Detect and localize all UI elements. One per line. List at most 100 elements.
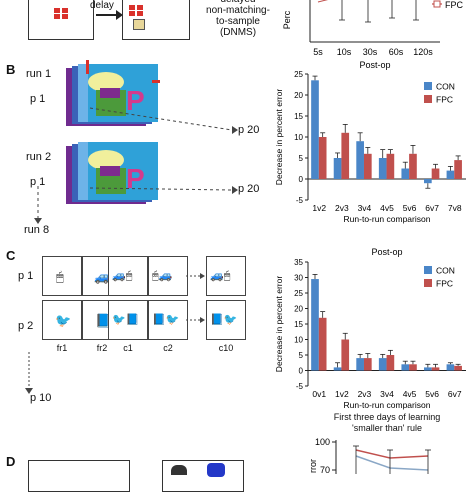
- chart-a-xlabel: Post-op: [359, 60, 390, 70]
- chart1-bar-fpc-4: [409, 153, 417, 179]
- chart2-xtick-label-3: 3v4: [380, 389, 394, 399]
- run-dashed-arrows: [37, 107, 233, 218]
- sample-screen-box: [28, 0, 94, 40]
- chart-a-xtick-0: 5s: [313, 47, 323, 57]
- bird-object-icon: 🐦: [55, 313, 72, 328]
- chart2-ytick-label-6: 25: [294, 289, 303, 298]
- chart-a-legend: FPC: [432, 0, 464, 10]
- delay-arrow-head-icon: [116, 10, 123, 20]
- chart-d-fragment: 100 70 rror: [310, 437, 431, 474]
- chart1-ytick-label-3: 10: [294, 133, 303, 142]
- chart-a-xtick-2: 30s: [363, 47, 378, 57]
- p1-frame-c2: 🖱🚙: [148, 256, 188, 296]
- chart-a-fragment: Perc FPC 5s 10s 30s 60s 120s Post-op: [282, 0, 464, 70]
- chart2-xtick-label-0: 0v1: [312, 389, 326, 399]
- hat-object-icon: [171, 465, 187, 475]
- mouse-car-choice-icon: 🖱🚙: [152, 270, 173, 282]
- chart2-legend-con: CON: [436, 266, 455, 276]
- chart2-ytick-label-5: 20: [294, 305, 303, 314]
- chart-d-ytick-70-label: 70: [320, 465, 330, 474]
- d-title: First three days of learning 'smaller th…: [300, 412, 474, 434]
- chart-a-xtick-4: 120s: [413, 47, 433, 57]
- p1-frame-fr1: 🖱: [42, 256, 82, 296]
- chart2-bar-fpc-5: [431, 367, 440, 371]
- d-title-line1: First three days of learning: [333, 412, 441, 422]
- task-name: delayed non-matching- to-sample (DNMS): [198, 0, 278, 38]
- p2-frame-c2: 📘🐦: [148, 300, 188, 340]
- run1-scene-stack: P: [66, 60, 160, 126]
- chart1-xtick-label-1: 2v3: [335, 203, 349, 213]
- frame-label-fr1: fr1: [56, 343, 68, 353]
- chart-a-errorbars: [339, 0, 419, 23]
- task-name-line4: (DNMS): [219, 27, 257, 38]
- chart2-legend-swatch-con: [424, 266, 432, 274]
- c-p1-label: p 1: [18, 270, 34, 282]
- chart2-ytick-label-1: 0: [299, 367, 304, 376]
- chart1-bar-fpc-3: [386, 153, 395, 179]
- panel-d-letter: D: [6, 454, 16, 469]
- run2-scene-stack: P: [66, 142, 158, 204]
- chart1-legend-fpc: FPC: [436, 95, 453, 105]
- run-arrowheads: [34, 126, 238, 224]
- blue-object-icon: [207, 463, 225, 477]
- chart-a-xtick-1: 10s: [337, 47, 352, 57]
- car-mouse-choice-icon-c10: 🚙🖱: [210, 270, 231, 282]
- chart1-bar-fpc-5: [431, 168, 440, 179]
- chart2-bar-fpc-3: [386, 355, 395, 371]
- chart2-ylabel: Decrease in percent error: [274, 276, 284, 373]
- chart1-bar-fpc-1: [341, 132, 350, 179]
- chart1-xtick-label-4: 5v6: [403, 203, 417, 213]
- chart2-xtick-label-6: 6v7: [448, 389, 462, 399]
- run8-label: run 8: [24, 224, 50, 236]
- frame-label-c10: c10: [218, 343, 234, 353]
- chart2-bar-fpc-6: [454, 365, 462, 371]
- chart2-ytick-label-7: 30: [294, 274, 303, 283]
- d-title-line2: 'smaller than' rule: [352, 423, 422, 433]
- chart-a-ylabel: Perc: [282, 10, 292, 29]
- chart2-xtick-label-2: 2v3: [358, 389, 372, 399]
- p1a-label: p 1: [30, 93, 46, 105]
- chart2-ytick-label-3: 10: [294, 336, 303, 345]
- note-bird-choice-icon-c10: 📘🐦: [210, 314, 238, 326]
- chart1-ytick-label-2: 5: [299, 154, 304, 163]
- p2-frame-c10: 📘🐦: [206, 300, 246, 340]
- d-right-box: [162, 460, 244, 492]
- chart2-xtick-label-5: 5v6: [425, 389, 439, 399]
- chart-c-postop-comparison: Post-op -5 0 5 10 15 20 25 30 35 Decrease in perce…: [274, 247, 466, 410]
- chart2-bar-con-6: [446, 364, 455, 371]
- chart2-bar-con-4: [401, 364, 410, 371]
- chart2-xlabel: Run-to-run comparison: [344, 400, 431, 410]
- p2-dots: [186, 317, 205, 323]
- chart1-ytick-label-5: 20: [294, 91, 303, 100]
- chart-d-ytick-100-label: 100: [315, 437, 330, 447]
- svg-text:P: P: [126, 163, 145, 194]
- chart1-bar-con-5: [424, 179, 432, 184]
- p2-frame-fr1: 🐦: [42, 300, 82, 340]
- chart2-bar-fpc-1: [341, 339, 350, 371]
- run1-label: run 1: [26, 68, 52, 80]
- chart1-xlabel: Run-to-run comparison: [344, 214, 431, 224]
- chart1-xtick-label-6: 7v8: [448, 203, 462, 213]
- chart2-ytick-label-8: 35: [294, 258, 303, 267]
- svg-text:P: P: [126, 85, 145, 116]
- chart1-xtick-label-3: 4v5: [380, 203, 394, 213]
- chart2-ytick-label-0: -5: [296, 382, 304, 391]
- p1b-label: p 1: [30, 176, 46, 188]
- chart2-bar-con-0: [311, 279, 319, 371]
- chart1-legend-con: CON: [436, 82, 455, 92]
- chart1-xtick-label-0: 1v2: [312, 203, 326, 213]
- chart1-legend-swatch-con: [424, 82, 432, 90]
- p2-frame-c1: 🐦📘: [108, 300, 148, 340]
- sample-flag-icon: [54, 8, 68, 19]
- chart1-bar-fpc-6: [454, 160, 462, 179]
- c-p2-label: p 2: [18, 320, 34, 332]
- chart1-xtick-label-5: 6v7: [425, 203, 439, 213]
- chart1-ytick-label-0: -5: [296, 196, 304, 205]
- chart2-bar-fpc-0: [318, 317, 327, 371]
- p1-frame-c10: 🚙🖱: [206, 256, 246, 296]
- chart1-bar-con-1: [333, 158, 342, 179]
- run2-label: run 2: [26, 151, 52, 163]
- chart1-bar-fpc-2: [363, 153, 372, 179]
- chart-d-fpc-line: [355, 449, 429, 459]
- p20b-label: p 20: [238, 183, 260, 195]
